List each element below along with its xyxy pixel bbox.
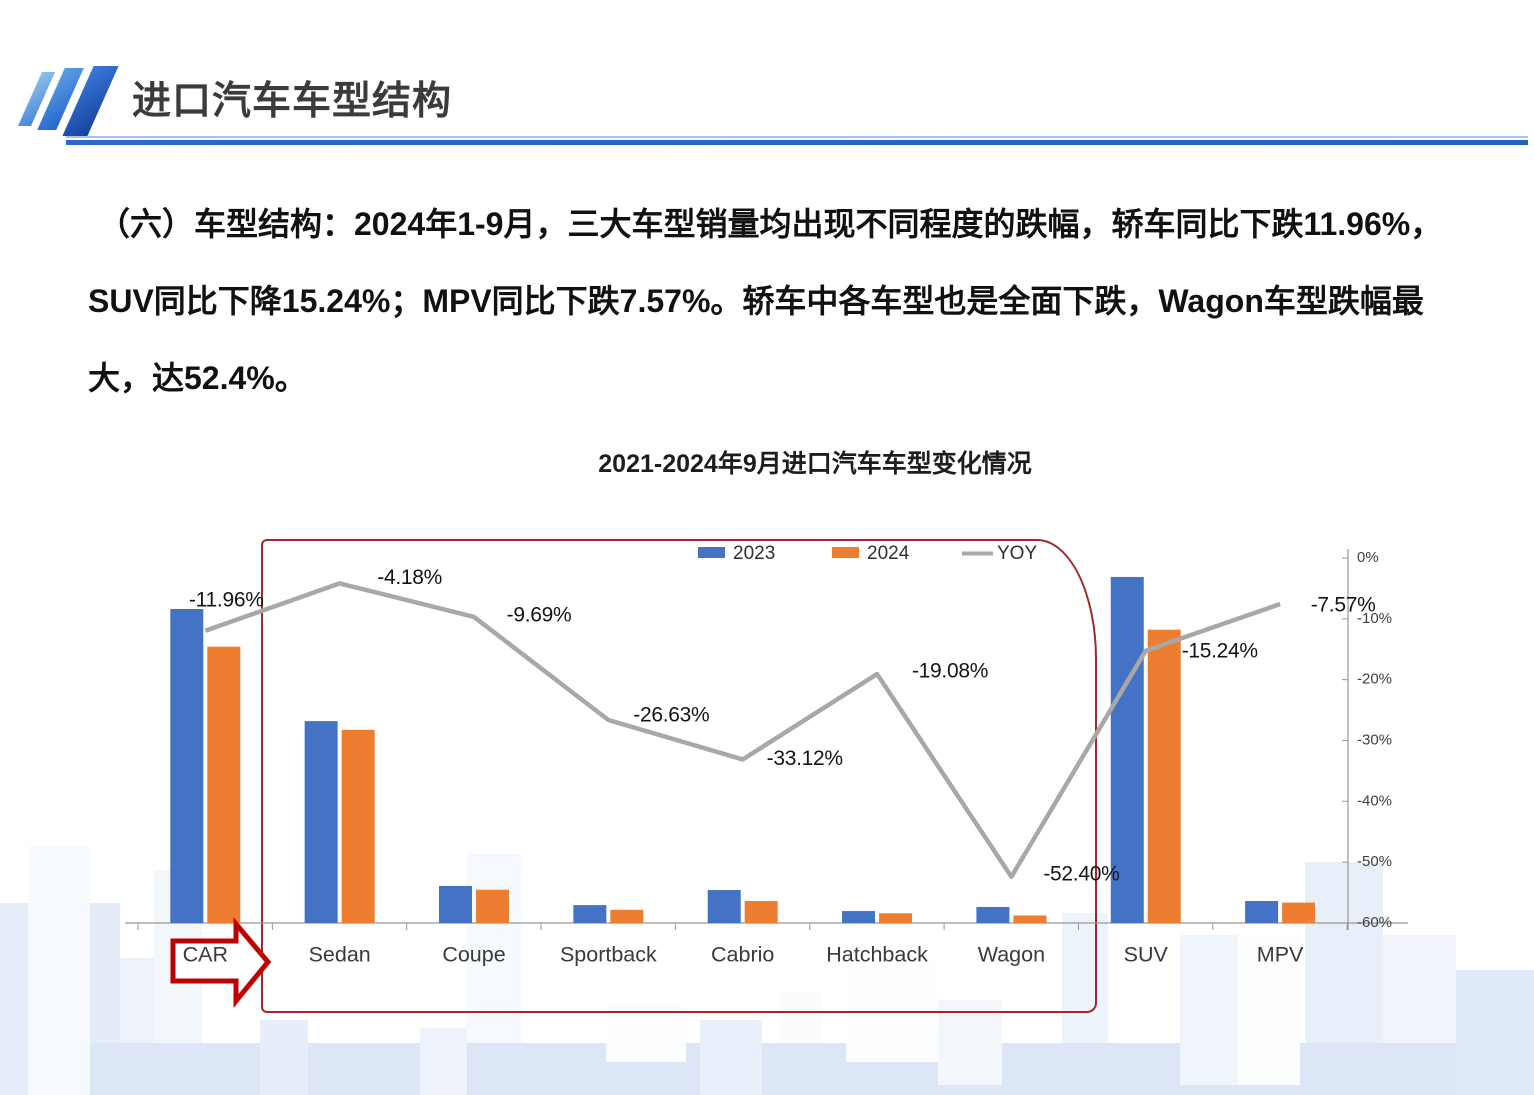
x-label-Sportback: Sportback bbox=[560, 943, 657, 967]
bar-2023-SUV bbox=[1110, 576, 1144, 923]
yoy-line bbox=[204, 581, 1281, 879]
yoy-label-SUV: -15.24% bbox=[1182, 639, 1258, 662]
x-label-Cabrio: Cabrio bbox=[711, 943, 774, 967]
right-axis-label: -50% bbox=[1357, 853, 1392, 870]
skyline-block bbox=[260, 1020, 308, 1095]
bar-2023-MPV bbox=[1245, 901, 1279, 923]
bar-2024-Sportback bbox=[610, 909, 644, 923]
yoy-label-Cabrio: -33.12% bbox=[767, 747, 843, 770]
right-axis-label: -40% bbox=[1357, 792, 1392, 809]
yoy-label-Wagon: -52.40% bbox=[1043, 862, 1119, 885]
right-axis-label: 0% bbox=[1357, 549, 1379, 566]
bar-2023-Sedan bbox=[304, 721, 338, 923]
legend-swatch-2024 bbox=[832, 547, 859, 558]
chart-title: 2021-2024年9月进口汽车车型变化情况 bbox=[598, 450, 1032, 478]
right-axis-label: -20% bbox=[1357, 671, 1392, 688]
x-label-Coupe: Coupe bbox=[442, 943, 505, 967]
skyline-block bbox=[1180, 935, 1238, 1085]
skyline-block bbox=[700, 1020, 762, 1095]
yoy-label-Hatchback: -19.08% bbox=[912, 660, 988, 683]
skyline-block bbox=[0, 903, 28, 1095]
bar-2023-Hatchback bbox=[842, 911, 876, 923]
skyline-block bbox=[606, 1005, 686, 1062]
x-label-Hatchback: Hatchback bbox=[826, 943, 928, 967]
bar-2024-Cabrio bbox=[744, 901, 778, 923]
bar-2024-Wagon bbox=[1013, 915, 1047, 923]
highlight-arrow-icon bbox=[170, 917, 272, 1008]
right-axis-label: -10% bbox=[1357, 610, 1392, 627]
yoy-label-Sportback: -26.63% bbox=[633, 704, 709, 727]
skyline-block bbox=[1238, 935, 1300, 1085]
skyline-block bbox=[1383, 935, 1456, 1043]
bar-2023-Cabrio bbox=[707, 890, 741, 923]
right-axis-label: -30% bbox=[1357, 731, 1392, 748]
skyline-block bbox=[120, 958, 154, 1043]
header-underline bbox=[66, 136, 1528, 138]
bar-2024-MPV bbox=[1282, 902, 1316, 923]
skyline-block bbox=[28, 846, 90, 1095]
highlight-box bbox=[261, 539, 1097, 1013]
yoy-label-MPV: -7.57% bbox=[1311, 594, 1376, 617]
skyline-block bbox=[938, 1000, 1002, 1085]
yoy-label-CAR: -11.96% bbox=[189, 588, 264, 611]
header-underline bbox=[66, 140, 1528, 145]
legend-label-2023: 2023 bbox=[733, 543, 775, 564]
x-label-CAR: CAR bbox=[183, 943, 228, 967]
x-label-SUV: SUV bbox=[1124, 943, 1169, 967]
bar-2023-Sportback bbox=[573, 905, 607, 923]
skyline-block bbox=[1456, 970, 1534, 1095]
legend-label-YOY: YOY bbox=[997, 543, 1037, 564]
skyline-block bbox=[780, 992, 822, 1043]
skyline-block bbox=[846, 958, 938, 1062]
x-label-Sedan: Sedan bbox=[309, 943, 371, 967]
bar-2023-Wagon bbox=[976, 906, 1010, 923]
skyline-block bbox=[420, 1028, 467, 1095]
x-label-MPV: MPV bbox=[1257, 943, 1304, 967]
summary-line-1: （六）车型结构：2024年1-9月，三大车型销量均出现不同程度的跌幅，轿车同比下… bbox=[98, 206, 1443, 242]
skyline-block bbox=[90, 903, 120, 1043]
logo-stripes-icon bbox=[17, 66, 119, 140]
bar-2023-Coupe bbox=[439, 885, 472, 923]
page-title: 进口汽车车型结构 bbox=[132, 80, 453, 123]
bar-2024-Hatchback bbox=[879, 913, 913, 923]
summary-line-2: SUV同比下降15.24%；MPV同比下跌7.57%。轿车中各车型也是全面下跌，… bbox=[88, 283, 1424, 319]
legend-label-2024: 2024 bbox=[867, 543, 910, 564]
bar-2024-Sedan bbox=[341, 729, 375, 923]
bar-2024-SUV bbox=[1147, 629, 1181, 923]
bar-2024-Coupe bbox=[476, 889, 509, 923]
right-axis-label: -60% bbox=[1357, 914, 1392, 931]
bar-2024-CAR bbox=[207, 646, 241, 923]
summary-paragraph: （六）车型结构：2024年1-9月，三大车型销量均出现不同程度的跌幅，轿车同比下… bbox=[88, 186, 1508, 417]
yoy-label-Coupe: -9.69% bbox=[507, 603, 572, 626]
bar-2023-CAR bbox=[170, 609, 204, 923]
summary-line-3: 大，达52.4%。 bbox=[88, 360, 307, 396]
yoy-label-Sedan: -4.18% bbox=[377, 566, 442, 589]
legend-swatch-2023 bbox=[698, 547, 725, 558]
skyline-block bbox=[1305, 862, 1383, 1043]
x-label-Wagon: Wagon bbox=[978, 943, 1045, 967]
